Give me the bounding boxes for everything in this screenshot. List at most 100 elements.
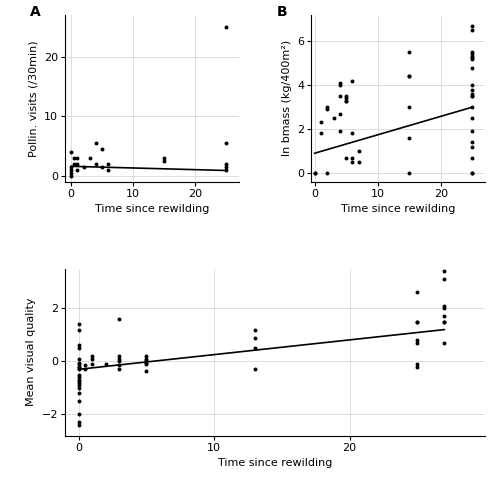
Point bbox=[348, 158, 356, 166]
Point bbox=[468, 114, 476, 122]
Point bbox=[222, 139, 230, 147]
Point bbox=[342, 153, 350, 161]
Point bbox=[74, 160, 82, 168]
Point bbox=[74, 384, 82, 392]
Point bbox=[74, 154, 82, 162]
Point bbox=[74, 373, 82, 381]
Point bbox=[67, 166, 75, 174]
Point bbox=[355, 158, 363, 166]
Point bbox=[104, 166, 112, 174]
Point bbox=[74, 418, 82, 426]
Point bbox=[406, 72, 413, 80]
Point bbox=[115, 365, 123, 373]
Point bbox=[142, 367, 150, 375]
Point bbox=[440, 304, 448, 312]
Point bbox=[92, 139, 100, 147]
Point bbox=[330, 114, 338, 122]
Point bbox=[115, 355, 123, 363]
Point bbox=[414, 336, 422, 344]
Point bbox=[342, 97, 350, 104]
Point bbox=[74, 397, 82, 405]
Point bbox=[440, 312, 448, 320]
Point bbox=[342, 97, 350, 104]
Point bbox=[250, 334, 258, 342]
Point bbox=[414, 318, 422, 326]
Point bbox=[115, 361, 123, 369]
Point bbox=[342, 95, 350, 102]
Point bbox=[440, 275, 448, 283]
Point bbox=[468, 86, 476, 94]
Point bbox=[468, 81, 476, 89]
Point bbox=[67, 163, 75, 171]
Point bbox=[414, 289, 422, 297]
Point bbox=[323, 103, 331, 111]
Point bbox=[88, 352, 96, 360]
Point bbox=[74, 359, 82, 367]
Point bbox=[74, 377, 82, 385]
Point bbox=[440, 339, 448, 347]
Point bbox=[468, 153, 476, 161]
Point bbox=[440, 318, 448, 326]
Point bbox=[323, 169, 331, 177]
Point bbox=[468, 52, 476, 60]
Point bbox=[336, 81, 344, 89]
Y-axis label: ln bmass (kg/400m²): ln bmass (kg/400m²) bbox=[282, 40, 292, 156]
Point bbox=[70, 154, 78, 162]
Point bbox=[336, 110, 344, 118]
X-axis label: Time since rewilding: Time since rewilding bbox=[341, 204, 456, 214]
Point bbox=[142, 355, 150, 363]
Point bbox=[468, 26, 476, 34]
Y-axis label: Pollin. visits (/30min): Pollin. visits (/30min) bbox=[28, 40, 38, 156]
Point bbox=[468, 169, 476, 177]
Point bbox=[468, 103, 476, 111]
Point bbox=[74, 166, 82, 174]
Point bbox=[222, 166, 230, 174]
Point bbox=[342, 92, 350, 100]
Point bbox=[98, 145, 106, 153]
Point bbox=[468, 48, 476, 56]
Point bbox=[468, 90, 476, 98]
Point bbox=[115, 352, 123, 360]
Point bbox=[74, 360, 82, 368]
Point bbox=[80, 163, 88, 171]
Point bbox=[440, 302, 448, 310]
Point bbox=[92, 160, 100, 168]
Point bbox=[310, 169, 318, 177]
Point bbox=[142, 360, 150, 368]
Point bbox=[348, 130, 356, 138]
Point bbox=[115, 315, 123, 323]
Point bbox=[142, 356, 150, 364]
Point bbox=[406, 169, 413, 177]
Point bbox=[88, 360, 96, 368]
Text: B: B bbox=[276, 5, 287, 19]
Point bbox=[74, 344, 82, 352]
Point bbox=[317, 118, 325, 126]
Point bbox=[468, 92, 476, 100]
Point bbox=[406, 103, 413, 111]
Point bbox=[336, 92, 344, 100]
X-axis label: Time since rewilding: Time since rewilding bbox=[94, 204, 209, 214]
Point bbox=[74, 326, 82, 334]
Point bbox=[222, 23, 230, 31]
Point bbox=[142, 352, 150, 360]
Point bbox=[142, 359, 150, 367]
Point bbox=[250, 365, 258, 373]
Point bbox=[440, 267, 448, 275]
Point bbox=[115, 357, 123, 365]
Point bbox=[468, 92, 476, 100]
Point bbox=[74, 421, 82, 429]
Point bbox=[468, 143, 476, 150]
Point bbox=[67, 169, 75, 177]
Point bbox=[348, 77, 356, 85]
Point bbox=[74, 410, 82, 418]
Point bbox=[414, 339, 422, 347]
Point bbox=[250, 344, 258, 352]
Point bbox=[468, 64, 476, 72]
Point bbox=[74, 320, 82, 328]
Point bbox=[82, 361, 90, 369]
Point bbox=[250, 326, 258, 334]
Point bbox=[67, 148, 75, 156]
Point bbox=[82, 365, 90, 373]
Point bbox=[74, 376, 82, 384]
Y-axis label: Mean visual quality: Mean visual quality bbox=[26, 298, 36, 406]
